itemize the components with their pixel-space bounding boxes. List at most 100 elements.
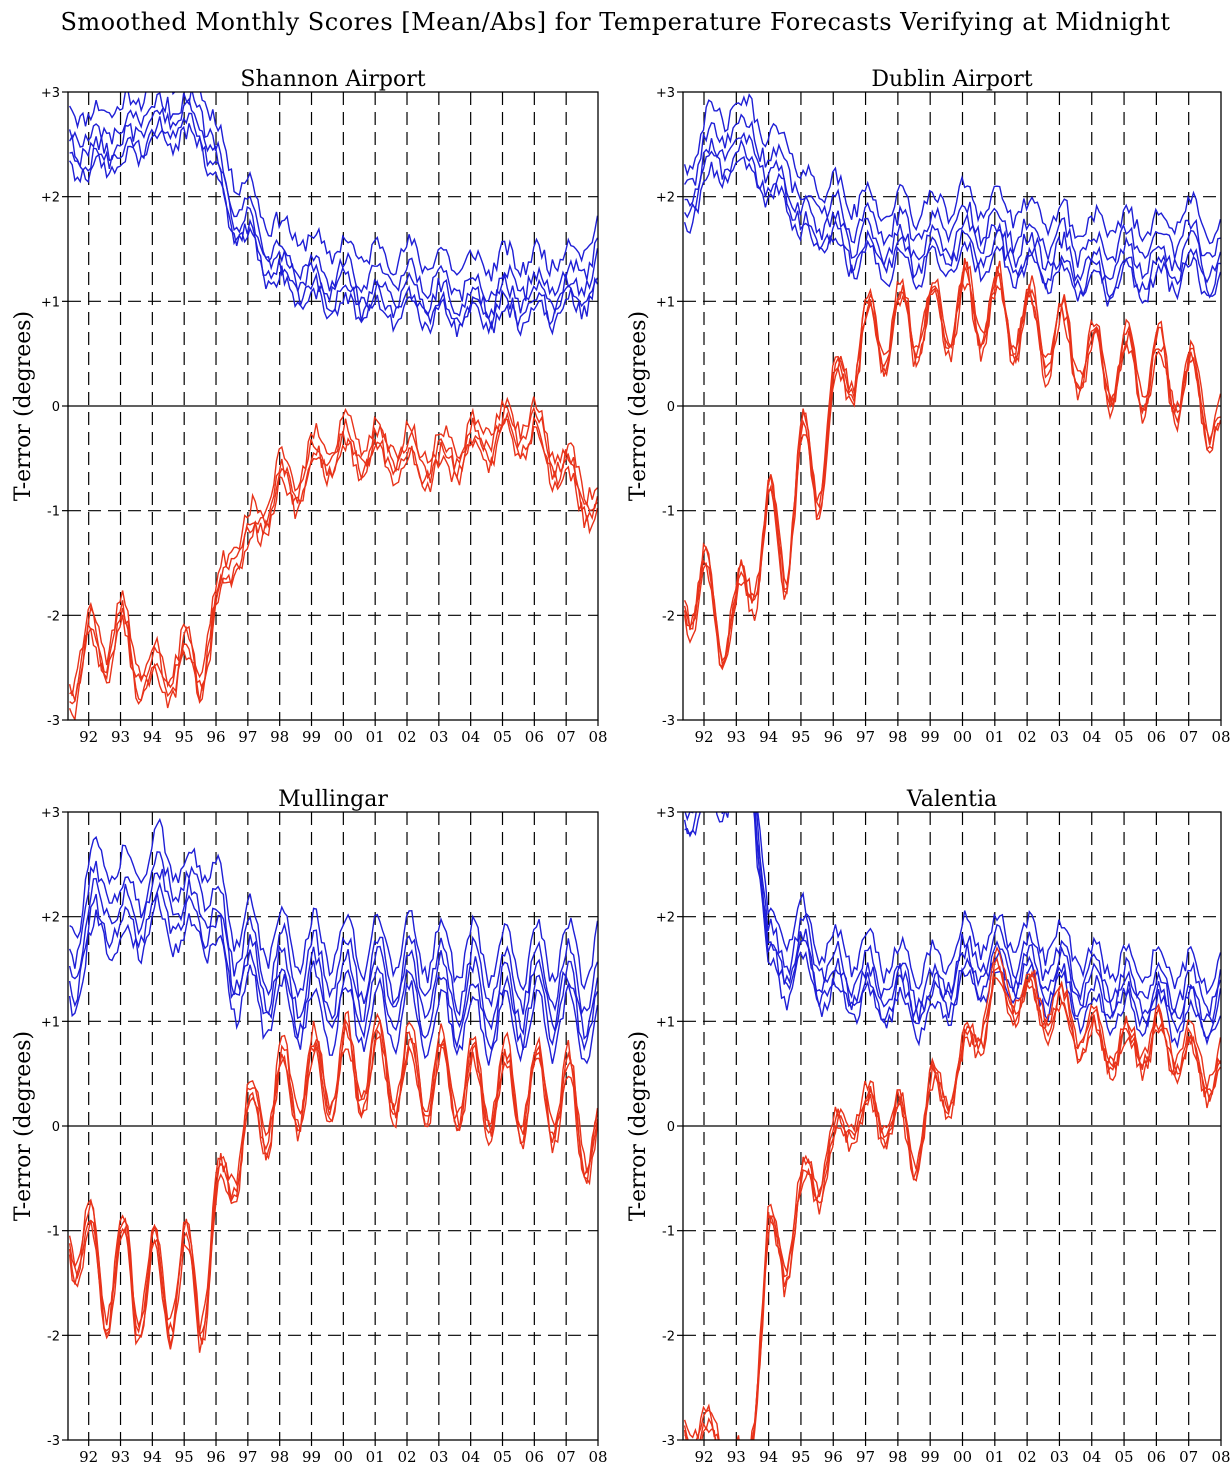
abs-error-series-line bbox=[684, 812, 1221, 1049]
chart-panel-4: 92 93 94 95 96 97 98 99 00 01 02 03 04 05 06 07 08 -3 -2 -1… bbox=[626, 787, 1231, 1465]
y-tick-label: +3 bbox=[656, 806, 675, 821]
x-tick-label: 98 bbox=[270, 1448, 289, 1465]
x-tick-label: 92 bbox=[79, 1448, 98, 1465]
x-tick-label: 92 bbox=[694, 728, 713, 746]
y-tick-label: -2 bbox=[47, 1329, 60, 1344]
x-tick-label: 98 bbox=[270, 728, 289, 746]
x-tick-label: 08 bbox=[1211, 1448, 1230, 1465]
x-tick-label: 01 bbox=[985, 728, 1004, 746]
x-tick-label: 98 bbox=[888, 1448, 907, 1465]
y-tick-label: -1 bbox=[47, 505, 60, 520]
y-tick-label: +1 bbox=[41, 1015, 60, 1030]
y-tick-label: -3 bbox=[47, 714, 60, 729]
x-tick-label: 06 bbox=[1147, 728, 1166, 746]
x-tick-label: 02 bbox=[397, 1448, 416, 1465]
panel-title: Mullingar bbox=[278, 787, 388, 812]
x-tick-label: 05 bbox=[493, 1448, 512, 1465]
x-tick-label: 94 bbox=[759, 1448, 778, 1465]
x-tick-label: 03 bbox=[1050, 728, 1069, 746]
mean-error-series-line bbox=[683, 257, 1221, 663]
mean-error-series-line bbox=[684, 973, 1221, 1440]
x-tick-label: 08 bbox=[588, 728, 607, 746]
x-tick-label: 94 bbox=[143, 728, 162, 746]
plot-frame bbox=[67, 91, 599, 721]
abs-error-series-line bbox=[68, 881, 598, 1052]
x-tick-label: 08 bbox=[588, 1448, 607, 1465]
x-tick-label: 04 bbox=[461, 1448, 480, 1465]
x-tick-label: 94 bbox=[759, 728, 778, 746]
y-tick-label: -1 bbox=[662, 505, 675, 520]
abs-error-series-line bbox=[68, 892, 598, 1066]
x-tick-label: 02 bbox=[397, 728, 416, 746]
y-axis-label: T-error (degrees) bbox=[11, 1031, 36, 1221]
y-tick-label: -2 bbox=[47, 609, 60, 624]
x-tick-label: 02 bbox=[1018, 728, 1037, 746]
x-tick-label: 92 bbox=[694, 1448, 713, 1465]
x-tick-label: 93 bbox=[111, 728, 130, 746]
y-tick-label: -1 bbox=[662, 1225, 675, 1240]
abs-error-series-line bbox=[69, 123, 598, 338]
plot-frame bbox=[67, 811, 599, 1441]
y-tick-label: +1 bbox=[656, 295, 675, 310]
x-tick-label: 97 bbox=[856, 1448, 875, 1465]
figure-title: Smoothed Monthly Scores [Mean/Abs] for T… bbox=[60, 8, 1171, 36]
abs-error-series-line bbox=[683, 156, 1221, 307]
mean-error-series-line bbox=[68, 418, 598, 720]
x-tick-label: 99 bbox=[302, 1448, 321, 1465]
y-tick-label: +1 bbox=[656, 1015, 675, 1030]
y-tick-label: 0 bbox=[52, 1120, 60, 1135]
abs-error-series-line bbox=[68, 92, 598, 303]
x-tick-label: 03 bbox=[429, 728, 448, 746]
x-tick-label: 01 bbox=[366, 1448, 385, 1465]
y-tick-label: +3 bbox=[656, 86, 675, 101]
x-tick-label: 00 bbox=[334, 1448, 353, 1465]
abs-error-series-line bbox=[68, 92, 598, 282]
x-tick-label: 94 bbox=[143, 1448, 162, 1465]
x-tick-label: 98 bbox=[888, 728, 907, 746]
x-tick-label: 08 bbox=[1211, 728, 1230, 746]
chart-panel-1: 92 93 94 95 96 97 98 99 00 01 02 03 04 05 06 07 08 -3 -2 -1… bbox=[11, 67, 608, 746]
y-axis-label: T-error (degrees) bbox=[626, 311, 651, 501]
x-tick-label: 07 bbox=[1179, 728, 1198, 746]
y-tick-label: -3 bbox=[662, 714, 675, 729]
x-tick-label: 06 bbox=[1147, 1448, 1166, 1465]
x-tick-label: 03 bbox=[429, 1448, 448, 1465]
x-tick-label: 97 bbox=[238, 1448, 257, 1465]
abs-error-series-line bbox=[692, 812, 1221, 1017]
abs-error-series-line bbox=[757, 812, 1221, 996]
x-tick-label: 04 bbox=[1082, 728, 1101, 746]
y-tick-label: -2 bbox=[662, 609, 675, 624]
abs-error-series-line bbox=[68, 97, 598, 320]
x-tick-label: 95 bbox=[791, 728, 810, 746]
chart-panel-2: 92 93 94 95 96 97 98 99 00 01 02 03 04 05 06 07 08 -3 -2 -1… bbox=[626, 67, 1231, 746]
mean-error-series-line bbox=[68, 1025, 598, 1346]
y-tick-label: +2 bbox=[41, 911, 60, 926]
abs-error-series-line bbox=[683, 138, 1221, 300]
x-tick-label: 07 bbox=[557, 1448, 576, 1465]
abs-error-series-line bbox=[684, 113, 1221, 268]
x-tick-label: 95 bbox=[175, 728, 194, 746]
mean-error-series-line bbox=[68, 1028, 598, 1353]
x-tick-label: 01 bbox=[366, 728, 385, 746]
y-tick-label: 0 bbox=[667, 1120, 675, 1135]
x-tick-label: 07 bbox=[557, 728, 576, 746]
x-tick-label: 05 bbox=[1115, 728, 1134, 746]
abs-error-series-line bbox=[68, 868, 598, 1040]
y-tick-label: +2 bbox=[656, 911, 675, 926]
y-tick-label: +3 bbox=[41, 86, 60, 101]
x-tick-label: 02 bbox=[1018, 1448, 1037, 1465]
x-tick-label: 93 bbox=[727, 1448, 746, 1465]
mean-error-series-line bbox=[683, 281, 1221, 671]
x-tick-label: 97 bbox=[238, 728, 257, 746]
x-tick-label: 93 bbox=[727, 728, 746, 746]
abs-error-series-line bbox=[69, 817, 598, 992]
x-tick-label: 96 bbox=[206, 1448, 225, 1465]
x-tick-label: 95 bbox=[791, 1448, 810, 1465]
y-tick-label: -3 bbox=[662, 1434, 675, 1449]
plot-frame bbox=[682, 91, 1222, 721]
y-tick-label: -1 bbox=[47, 1225, 60, 1240]
x-tick-label: 05 bbox=[1115, 1448, 1134, 1465]
x-tick-label: 07 bbox=[1179, 1448, 1198, 1465]
x-tick-label: 00 bbox=[953, 728, 972, 746]
